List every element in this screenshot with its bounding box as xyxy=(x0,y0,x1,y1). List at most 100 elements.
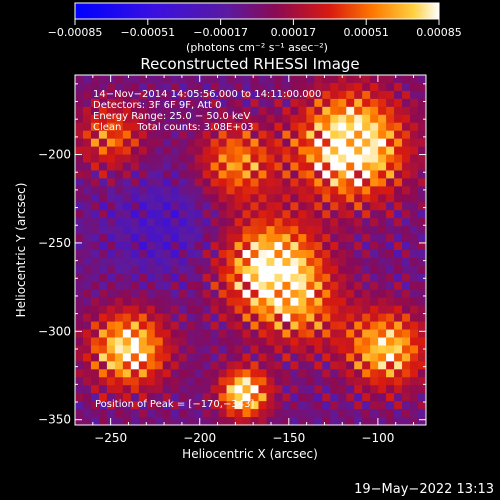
heatmap-cell xyxy=(218,130,228,140)
heatmap-cell xyxy=(210,281,220,291)
heatmap-cell xyxy=(218,146,228,156)
heatmap-cell xyxy=(114,329,124,339)
heatmap-cell xyxy=(314,281,323,291)
heatmap-cell xyxy=(410,106,419,116)
heatmap-cell xyxy=(114,114,124,124)
heatmap-cell xyxy=(178,194,188,203)
heatmap-cell xyxy=(370,114,379,124)
annotation-time: 14−Nov−2014 14:05:56.000 to 14:11:00.000 xyxy=(93,89,321,100)
heatmap-cell xyxy=(90,90,100,100)
heatmap-cell xyxy=(130,75,140,84)
heatmap-cell xyxy=(306,353,315,362)
heatmap-cell xyxy=(258,361,268,370)
heatmap-cell xyxy=(338,242,347,251)
heatmap-cell xyxy=(194,377,204,386)
heatmap-cell xyxy=(242,393,252,402)
heatmap-cell xyxy=(194,273,204,283)
heatmap-cell xyxy=(122,329,132,339)
heatmap-cell xyxy=(130,234,140,243)
heatmap-cell xyxy=(154,329,164,339)
heatmap-cell xyxy=(282,98,291,108)
heatmap-cell xyxy=(346,361,355,370)
heatmap-cell xyxy=(162,385,172,394)
heatmap-cell xyxy=(82,122,92,132)
heatmap-cell xyxy=(250,154,260,164)
heatmap-cell xyxy=(338,122,347,132)
heatmap-cell xyxy=(418,90,426,100)
heatmap-cell xyxy=(290,202,299,211)
heatmap-cell xyxy=(146,393,156,402)
heatmap-cell xyxy=(210,242,220,251)
heatmap-cell xyxy=(82,313,92,323)
heatmap-cell xyxy=(106,186,116,195)
heatmap-cell xyxy=(122,250,132,259)
heatmap-cell xyxy=(370,409,379,418)
heatmap-cell xyxy=(226,385,236,394)
heatmap-cell xyxy=(178,122,188,132)
heatmap-cell xyxy=(138,329,148,339)
heatmap-cell xyxy=(418,329,426,339)
heatmap-cell xyxy=(170,98,180,108)
heatmap-cell xyxy=(202,265,212,275)
heatmap-cell xyxy=(122,313,132,323)
heatmap-cell xyxy=(346,178,355,187)
heatmap-cell xyxy=(290,178,299,187)
heatmap-cell xyxy=(138,122,148,132)
heatmap-cell xyxy=(330,321,339,331)
heatmap-cell xyxy=(98,138,108,148)
heatmap-cell xyxy=(418,353,426,362)
heatmap-cell xyxy=(218,361,228,370)
heatmap-cell xyxy=(146,329,156,339)
heatmap-cell xyxy=(106,170,116,179)
heatmap-cell xyxy=(346,409,355,418)
heatmap-cell xyxy=(274,385,284,394)
heatmap-cell xyxy=(266,138,276,148)
heatmap-cell xyxy=(314,385,323,394)
heatmap-cell xyxy=(178,281,188,291)
heatmap-cell xyxy=(130,218,140,227)
heatmap-cell xyxy=(146,305,156,315)
heatmap-cell xyxy=(362,75,371,84)
heatmap-cell xyxy=(98,75,108,84)
heatmap-cell xyxy=(354,210,363,219)
heatmap-cell xyxy=(330,202,339,211)
heatmap-cell xyxy=(410,353,419,362)
heatmap-cell xyxy=(394,114,403,124)
heatmap-cell xyxy=(82,329,92,339)
heatmap-cell xyxy=(114,257,124,267)
heatmap-cell xyxy=(146,75,156,84)
heatmap-cell xyxy=(258,234,268,243)
heatmap-cell xyxy=(194,337,204,347)
heatmap-cell xyxy=(154,226,164,235)
heatmap-cell xyxy=(154,186,164,195)
heatmap-cell xyxy=(338,385,347,394)
heatmap-cell xyxy=(338,218,347,227)
heatmap-cell xyxy=(218,313,228,323)
heatmap-cell xyxy=(338,154,347,164)
heatmap-cell xyxy=(194,234,204,243)
heatmap-cell xyxy=(194,281,204,291)
heatmap-cell xyxy=(418,170,426,179)
heatmap-cell xyxy=(114,170,124,179)
heatmap-cell xyxy=(138,289,148,299)
heatmap-cell xyxy=(258,273,268,283)
heatmap-cell xyxy=(146,138,156,148)
heatmap-cell xyxy=(290,265,299,275)
heatmap-cell xyxy=(282,289,291,299)
heatmap-cell xyxy=(90,281,100,291)
heatmap-cell xyxy=(210,82,220,92)
heatmap-cell xyxy=(330,75,339,84)
heatmap-cell xyxy=(194,106,204,116)
heatmap-cell xyxy=(146,242,156,251)
heatmap-cell xyxy=(234,178,244,187)
heatmap-cell xyxy=(226,210,236,219)
heatmap-cell xyxy=(402,146,411,156)
heatmap-cell xyxy=(338,353,347,362)
heatmap-cell xyxy=(386,242,395,251)
heatmap-cell xyxy=(266,265,276,275)
heatmap-cell xyxy=(218,162,228,172)
heatmap-cell xyxy=(242,170,252,179)
heatmap-cell xyxy=(258,210,268,219)
heatmap-cell xyxy=(202,186,212,195)
heatmap-cell xyxy=(330,273,339,283)
